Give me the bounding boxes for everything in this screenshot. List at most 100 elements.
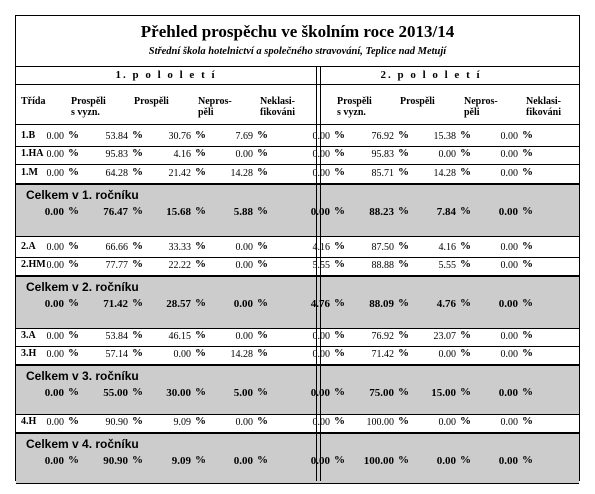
cell-value: 0.00	[312, 349, 331, 360]
percent-sign: %	[257, 454, 268, 466]
row-divider	[16, 365, 579, 366]
cell-value: 0.00	[500, 242, 519, 253]
percent-sign: %	[195, 147, 206, 159]
column-header-neklasifikovani-2: Neklasi-fikováni	[526, 96, 562, 118]
percent-sign: %	[132, 166, 143, 178]
percent-sign: %	[257, 240, 268, 252]
cell-value: 0.00	[46, 242, 65, 253]
row-divider	[16, 257, 579, 258]
summary-row: Celkem v 4. ročníku 0.00% 90.90% 9.09% 0.00%…	[16, 433, 579, 483]
percent-sign: %	[68, 129, 79, 141]
cell-value: 77.77	[105, 260, 129, 271]
cell-value: 0.00	[46, 260, 65, 271]
percent-sign: %	[522, 347, 533, 359]
cell-value: 0.00	[500, 131, 519, 142]
table-row: 4.H 0.00% 90.90% 9.09% 0.00% 0.00% 100.00% 0.00…	[16, 414, 579, 432]
summary-value: 9.09	[171, 455, 191, 467]
cell-value: 95.83	[105, 149, 129, 160]
summary-value: 0.00	[233, 298, 253, 310]
summary-value: 15.00	[431, 387, 456, 399]
percent-sign: %	[334, 147, 345, 159]
percent-sign: %	[522, 240, 533, 252]
percent-sign: %	[460, 240, 471, 252]
percent-sign: %	[195, 129, 206, 141]
cell-value: 76.92	[371, 331, 395, 342]
percent-sign: %	[522, 329, 533, 341]
cell-value: 23.07	[433, 331, 457, 342]
column-header-prospeli: Prospěli	[134, 96, 169, 107]
cell-value: 53.84	[105, 331, 129, 342]
summary-value: 4.76	[310, 298, 330, 310]
column-header-prospeli-vyzn-2: Prospěli s vyzn.	[337, 96, 372, 118]
percent-sign: %	[132, 205, 143, 217]
percent-sign: %	[257, 166, 268, 178]
class-name: 1.HA	[21, 148, 44, 159]
summary-value: 5.00	[233, 387, 253, 399]
column-header-prospeli-2: Prospěli	[400, 96, 435, 107]
cell-value: 0.00	[312, 168, 331, 179]
class-name: 1.B	[21, 130, 36, 141]
cell-value: 15.38	[433, 131, 457, 142]
row-divider	[16, 146, 579, 147]
percent-sign: %	[334, 166, 345, 178]
percent-sign: %	[334, 205, 345, 217]
summary-value: 55.00	[103, 387, 128, 399]
cell-value: 0.00	[173, 349, 192, 360]
class-name: 3.A	[21, 330, 36, 341]
percent-sign: %	[68, 454, 79, 466]
divider	[16, 66, 579, 67]
percent-sign: %	[334, 347, 345, 359]
percent-sign: %	[68, 258, 79, 270]
percent-sign: %	[522, 454, 533, 466]
semester-separator	[316, 84, 317, 481]
class-name: 2.A	[21, 241, 36, 252]
percent-sign: %	[334, 129, 345, 141]
percent-sign: %	[132, 147, 143, 159]
percent-sign: %	[195, 205, 206, 217]
percent-sign: %	[195, 415, 206, 427]
row-divider	[16, 414, 579, 415]
percent-sign: %	[334, 297, 345, 309]
cell-value: 71.42	[371, 349, 395, 360]
cell-value: 22.22	[168, 260, 192, 271]
table-row: 2.A 0.00% 66.66% 33.33% 0.00% 4.16% 87.50% 4.16…	[16, 239, 579, 257]
percent-sign: %	[460, 297, 471, 309]
percent-sign: %	[334, 329, 345, 341]
summary-value: 0.00	[44, 298, 64, 310]
summary-value: 0.00	[498, 298, 518, 310]
percent-sign: %	[195, 240, 206, 252]
summary-value: 0.00	[44, 387, 64, 399]
percent-sign: %	[132, 258, 143, 270]
cell-value: 4.16	[438, 242, 457, 253]
column-header-prospeli-vyzn: Prospěli s vyzn.	[71, 96, 106, 118]
cell-value: 4.16	[312, 242, 331, 253]
summary-value: 0.00	[436, 455, 456, 467]
summary-value: 88.23	[369, 206, 394, 218]
divider	[16, 84, 579, 85]
cell-value: 0.00	[438, 349, 457, 360]
percent-sign: %	[257, 147, 268, 159]
percent-sign: %	[398, 129, 409, 141]
percent-sign: %	[522, 386, 533, 398]
row-divider	[16, 346, 579, 347]
percent-sign: %	[460, 415, 471, 427]
percent-sign: %	[398, 415, 409, 427]
cell-value: 30.76	[168, 131, 192, 142]
cell-value: 0.00	[312, 131, 331, 142]
percent-sign: %	[460, 129, 471, 141]
row-divider	[16, 328, 579, 329]
percent-sign: %	[132, 297, 143, 309]
summary-value: 15.68	[166, 206, 191, 218]
cell-value: 14.28	[433, 168, 457, 179]
cell-value: 0.00	[46, 417, 65, 428]
column-header-trida: Třída	[21, 96, 46, 107]
cell-value: 0.00	[312, 331, 331, 342]
cell-value: 57.14	[105, 349, 129, 360]
cell-value: 0.00	[438, 149, 457, 160]
cell-value: 87.50	[371, 242, 395, 253]
cell-value: 76.92	[371, 131, 395, 142]
percent-sign: %	[195, 258, 206, 270]
percent-sign: %	[257, 329, 268, 341]
cell-value: 0.00	[235, 149, 254, 160]
semester-1-heading: 1. p o l o l e t í	[115, 69, 217, 81]
